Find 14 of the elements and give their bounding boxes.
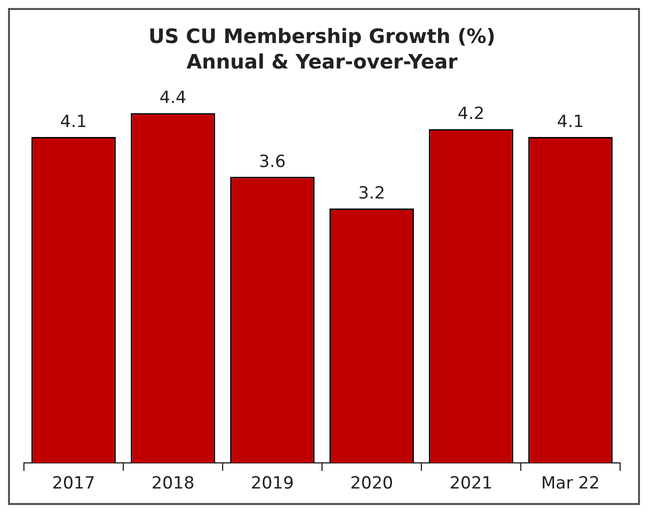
x-tick-label: 2021 bbox=[450, 472, 493, 492]
x-tick-label: 2019 bbox=[250, 472, 294, 492]
data-label: 3.6 bbox=[258, 150, 286, 171]
x-tick-label: 2020 bbox=[350, 472, 394, 492]
x-tick-label: 2018 bbox=[151, 472, 194, 492]
data-label: 3.2 bbox=[358, 182, 386, 203]
x-tick-label: 2017 bbox=[52, 472, 96, 492]
data-label: 4.2 bbox=[458, 103, 484, 124]
chart-title: US CU Membership Growth (%) bbox=[148, 24, 496, 48]
data-label: 4.1 bbox=[557, 111, 584, 132]
data-label: 4.4 bbox=[160, 87, 186, 108]
chart-subtitle: Annual & Year-over-Year bbox=[186, 50, 458, 74]
data-label: 4.1 bbox=[60, 111, 88, 132]
x-tick-label: Mar 22 bbox=[541, 472, 600, 492]
